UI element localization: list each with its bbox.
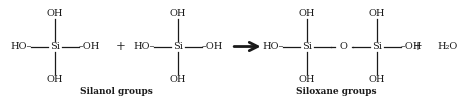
Text: OH: OH <box>369 9 385 18</box>
Text: HO–: HO– <box>133 42 155 51</box>
Text: –OH: –OH <box>79 42 100 51</box>
Text: Siloxane groups: Siloxane groups <box>296 87 376 96</box>
Text: +: + <box>115 40 125 53</box>
Text: +: + <box>413 40 423 53</box>
Text: OH: OH <box>369 75 385 84</box>
Text: OH: OH <box>47 9 64 18</box>
Text: Si: Si <box>173 42 183 51</box>
Text: Si: Si <box>50 42 60 51</box>
Text: Si: Si <box>302 42 312 51</box>
Text: OH: OH <box>299 75 315 84</box>
Text: Silanol groups: Silanol groups <box>80 87 153 96</box>
Text: –OH: –OH <box>201 42 223 51</box>
Text: OH: OH <box>47 75 64 84</box>
Text: OH: OH <box>299 9 315 18</box>
Text: OH: OH <box>170 75 186 84</box>
Text: –OH: –OH <box>401 42 422 51</box>
Text: HO–: HO– <box>10 42 31 51</box>
Text: H₂O: H₂O <box>437 42 457 51</box>
Text: HO–: HO– <box>262 42 283 51</box>
Text: Si: Si <box>372 42 382 51</box>
Text: OH: OH <box>170 9 186 18</box>
Text: O: O <box>340 42 348 51</box>
